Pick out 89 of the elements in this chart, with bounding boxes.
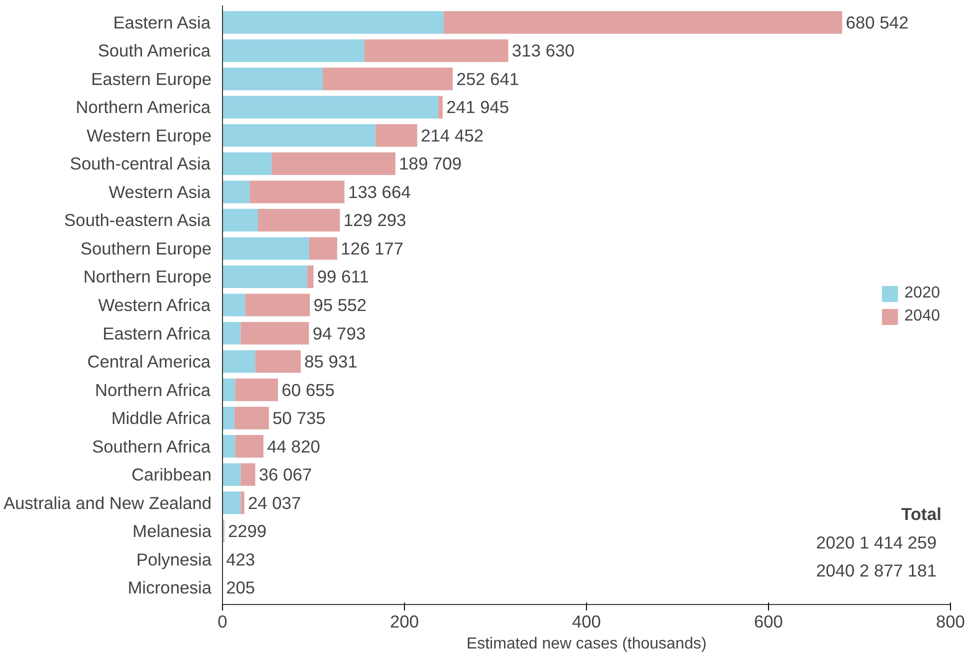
y-tick-label: Northern Africa: [94, 380, 211, 400]
x-tick-label: 600: [754, 612, 783, 632]
bar: [438, 96, 443, 119]
annotation: 50 735: [272, 408, 326, 428]
y-tick-label: Northern Europe: [83, 266, 212, 287]
y-tick-label: Western Asia: [108, 182, 211, 202]
annotation: 95 552: [314, 295, 366, 315]
annotation: 44 820: [267, 436, 320, 456]
annotation: 2020 1 414 259: [816, 532, 937, 552]
bar: [222, 237, 309, 260]
annotation: 36 067: [258, 464, 312, 485]
annotation: 423: [226, 549, 256, 570]
x-tick-label: 200: [390, 612, 419, 632]
annotation: 99 611: [317, 266, 369, 287]
annotation: 85 931: [304, 352, 358, 372]
annotation: 24 037: [248, 492, 301, 513]
bar: [240, 491, 244, 514]
bar: [222, 378, 236, 402]
annotation: 214 452: [420, 125, 484, 146]
x-axis-title: Estimated new cases (thousands): [466, 636, 707, 652]
y-tick-label: Eastern Asia: [113, 12, 211, 32]
x-tick-label: 0: [218, 612, 228, 632]
annotation: 2040 2 877 181: [816, 560, 937, 581]
annotation: 205: [226, 578, 256, 598]
y-tick-label: Eastern Africa: [102, 323, 211, 344]
annotation: 252 641: [456, 68, 520, 89]
bar: [245, 294, 310, 316]
annotation: 2299: [228, 521, 267, 542]
annotation: 189 709: [399, 154, 462, 174]
bar: [375, 124, 418, 147]
annotation: Total: [901, 504, 942, 524]
bar: [308, 237, 338, 260]
annotation: 680 542: [846, 12, 908, 32]
bar: [307, 265, 314, 288]
y-tick-label: Australia and New Zealand: [3, 492, 212, 513]
bar: [444, 11, 842, 34]
x-tick-label: 800: [936, 612, 965, 632]
bar: [222, 265, 308, 288]
y-tick-label: South America: [98, 40, 211, 61]
y-tick-label: Middle Africa: [111, 408, 211, 428]
bar: [222, 434, 236, 458]
bar: [222, 68, 323, 90]
annotation: 133 664: [348, 182, 412, 202]
legend-label: 2020: [904, 284, 940, 302]
bar: [272, 152, 396, 176]
y-tick-label: Southern Europe: [80, 238, 212, 258]
bar: [235, 434, 264, 458]
annotation: 313 630: [512, 40, 575, 61]
bar: [322, 68, 453, 90]
y-tick-label: South-central Asia: [70, 154, 211, 174]
bar: [240, 463, 256, 486]
bar: [240, 322, 309, 345]
bar: [222, 491, 241, 514]
bar: [255, 350, 301, 373]
y-tick-label: Eastern Europe: [91, 68, 212, 89]
y-tick-label: Micronesia: [128, 578, 212, 598]
bar: [222, 180, 250, 204]
legend-label: 2040: [904, 307, 940, 325]
bar: [222, 208, 258, 232]
bar: [222, 322, 241, 345]
annotation: 129 293: [344, 210, 406, 230]
y-tick-label: Melanesia: [132, 521, 212, 542]
y-tick-label: Western Europe: [86, 125, 212, 146]
y-tick-label: South-eastern Asia: [64, 210, 211, 230]
y-tick-label: Polynesia: [136, 549, 212, 570]
bar: [222, 406, 234, 430]
bar: [222, 39, 364, 62]
annotation: 94 793: [312, 323, 366, 344]
bar: [235, 378, 278, 402]
annotation: 60 655: [282, 380, 335, 400]
annotation: 241 945: [446, 97, 509, 118]
y-tick-label: Southern Africa: [92, 436, 211, 456]
bar: [222, 124, 376, 147]
y-tick-label: Northern America: [76, 97, 211, 118]
bar: [250, 180, 344, 204]
bar: [364, 39, 508, 62]
y-tick-label: Western Africa: [98, 295, 211, 315]
bar: [222, 152, 272, 176]
x-tick-label: 400: [572, 612, 601, 632]
bar: [222, 463, 241, 486]
annotation: 126 177: [340, 238, 404, 258]
bar: [234, 406, 269, 430]
bar: [222, 96, 438, 119]
bar: [222, 11, 444, 34]
y-tick-label: Caribbean: [132, 464, 212, 485]
bar: [258, 208, 340, 232]
y-tick-label: Central America: [87, 352, 211, 372]
bar: [222, 294, 246, 316]
bar: [222, 350, 256, 373]
